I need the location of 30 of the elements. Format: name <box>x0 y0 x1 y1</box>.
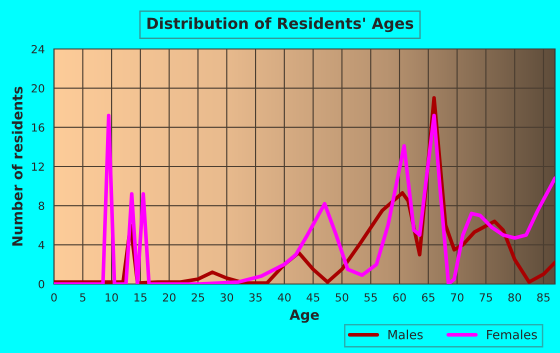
legend-label: Females <box>487 330 537 340</box>
x-tick-label: 40 <box>278 293 291 302</box>
x-tick-label: 15 <box>134 293 146 302</box>
y-tick-label: 8 <box>38 202 44 210</box>
y-tick-label: 24 <box>32 44 44 54</box>
x-tick-label: 45 <box>306 293 320 302</box>
y-tick-label: 4 <box>38 240 44 250</box>
chart-title: Distribution of Residents' Ages <box>147 17 414 32</box>
x-tick-label: 30 <box>220 293 234 302</box>
x-tick-label: 10 <box>106 293 118 302</box>
legend-label: Males <box>388 330 423 340</box>
x-tick-label: 20 <box>162 293 176 302</box>
x-tick-label: 50 <box>336 293 348 302</box>
x-tick-label: 80 <box>508 293 522 302</box>
x-tick-label: 25 <box>192 293 204 302</box>
y-tick-label: 12 <box>32 162 44 171</box>
x-tick-label: 55 <box>364 293 377 302</box>
x-tick-label: 60 <box>393 293 406 302</box>
x-tick-label: 70 <box>450 293 464 302</box>
y-axis-title: Number of residents <box>12 86 23 246</box>
x-tick-label: 65 <box>422 293 434 302</box>
y-tick-label: 0 <box>38 280 44 288</box>
x-tick-label: 75 <box>480 293 492 302</box>
x-axis-title: Age <box>290 310 319 323</box>
x-tick-label: 85 <box>537 293 550 302</box>
y-tick-label: 20 <box>32 84 44 93</box>
x-tick-label: 0 <box>51 293 57 302</box>
x-tick-label: 35 <box>249 293 262 302</box>
x-tick-label: 5 <box>80 293 86 302</box>
y-tick-label: 16 <box>32 123 44 132</box>
